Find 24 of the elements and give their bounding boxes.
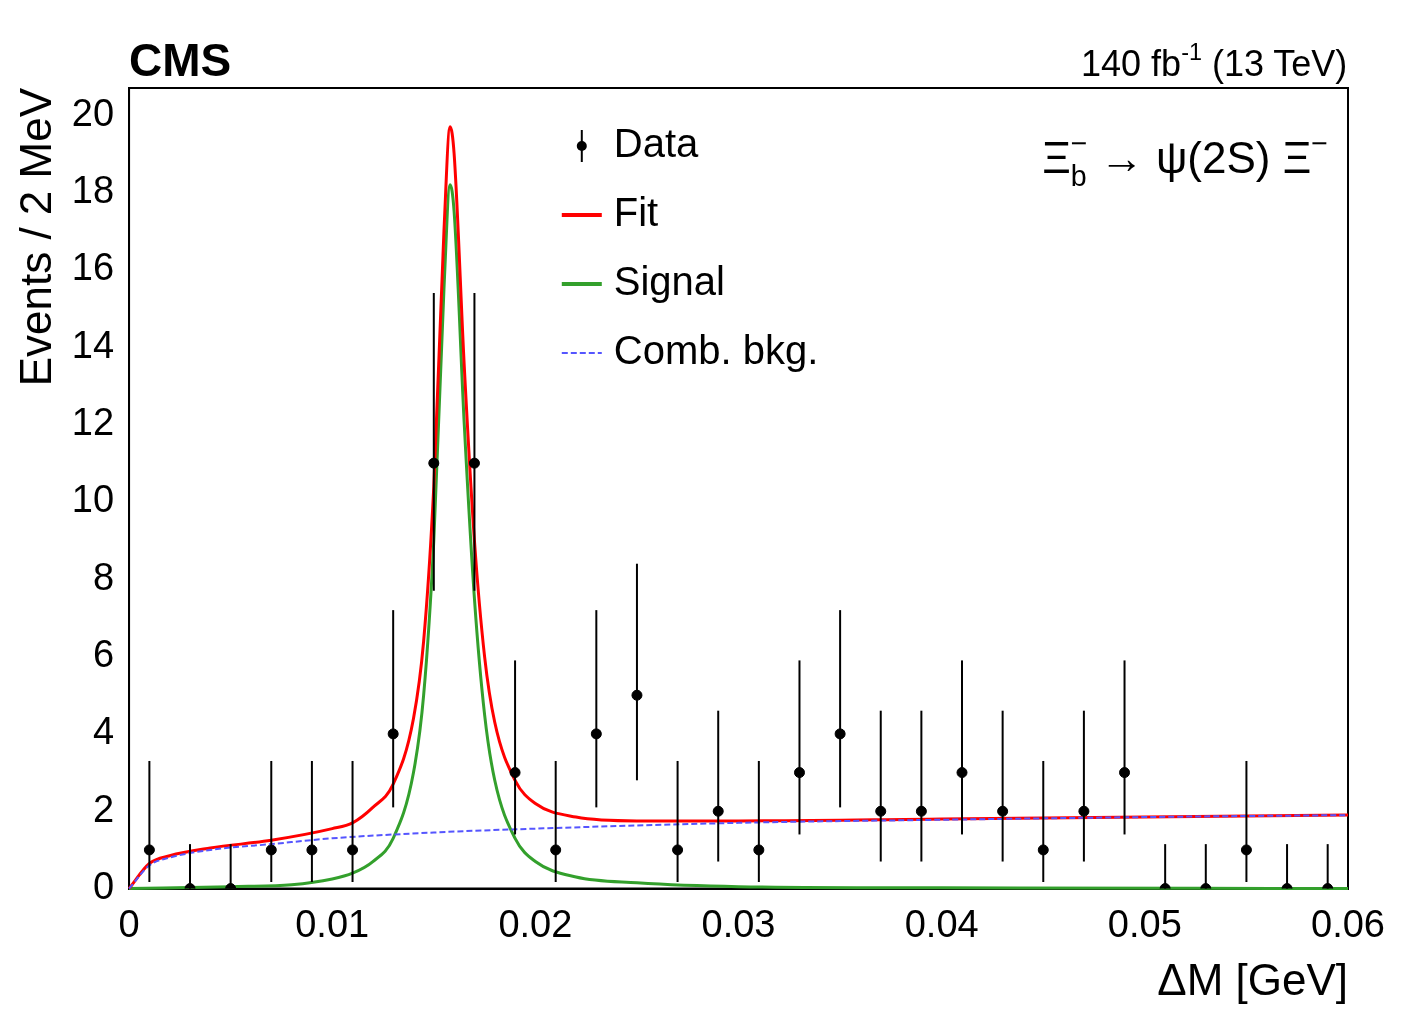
y-axis-title: Events / 2 MeV — [10, 87, 60, 387]
y-tick-label: 12 — [71, 400, 115, 443]
legend-label: Signal — [613, 259, 725, 304]
x-axis-title: ΔM [GeV] — [1157, 954, 1348, 1004]
x-tick-label: 0.02 — [498, 902, 573, 945]
y-tick-label: 16 — [71, 246, 115, 289]
x-tick-label: 0.03 — [701, 902, 776, 945]
y-tick-label: 4 — [92, 710, 115, 753]
x-tick-label: 0.06 — [1311, 902, 1385, 945]
chart-title: CMS — [129, 34, 232, 86]
y-tick-label: 6 — [92, 633, 115, 676]
legend-label: Fit — [613, 190, 659, 235]
y-tick-label: 10 — [71, 478, 115, 521]
legend-label: Comb. bkg. — [613, 328, 819, 373]
y-tick-label: 20 — [71, 91, 115, 134]
y-tick-label: 18 — [71, 168, 115, 211]
x-tick-label: 0.05 — [1107, 902, 1182, 945]
x-tick-label: 0.01 — [295, 902, 370, 945]
y-tick-label: 2 — [92, 787, 115, 830]
y-tick-label: 8 — [92, 555, 115, 598]
y-tick-label: 0 — [92, 865, 115, 908]
x-tick-label: 0.04 — [904, 902, 979, 945]
legend-label: Data — [613, 121, 700, 166]
y-tick-label: 14 — [71, 323, 115, 366]
